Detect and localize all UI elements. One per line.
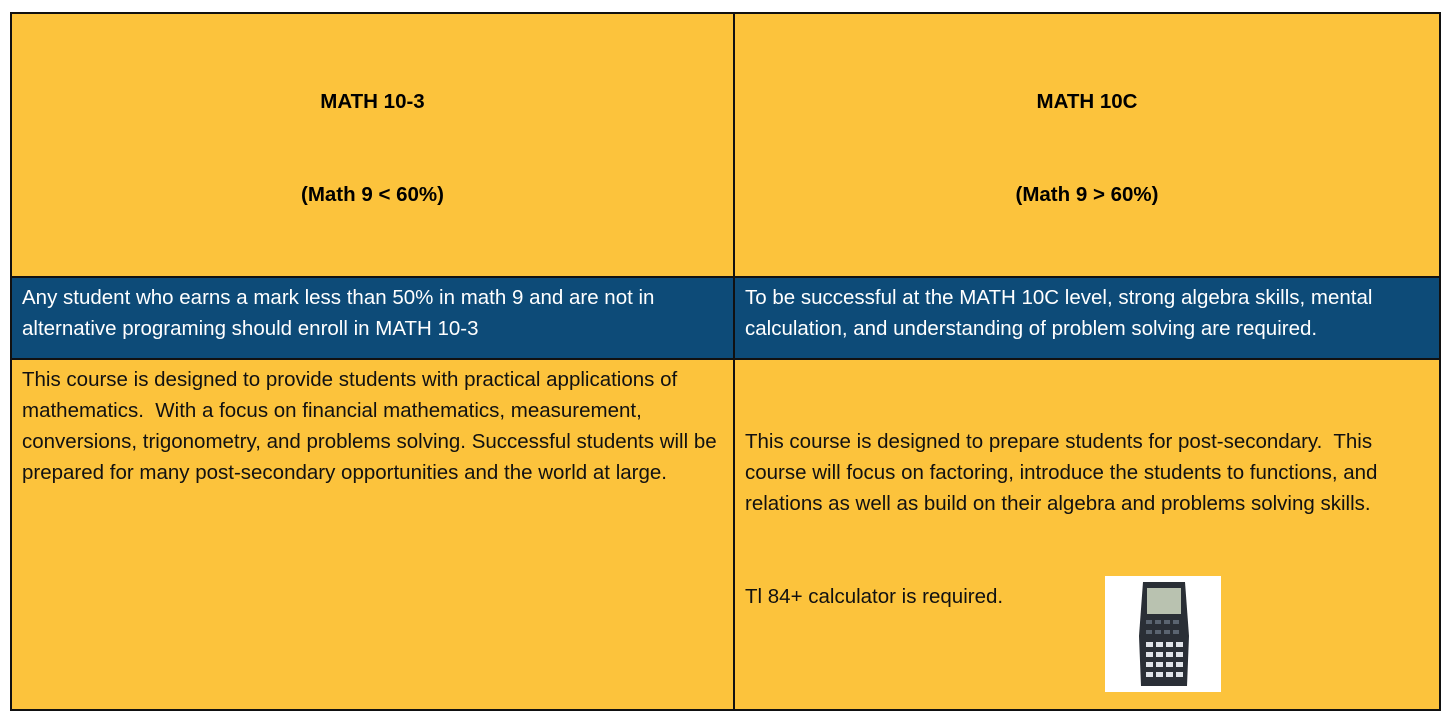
cell-note: Tl 84+ calculator is required. [745, 585, 1004, 608]
calculator-image [1105, 576, 1221, 692]
cell-text: To be successful at the MATH 10C level, … [745, 286, 1379, 340]
course-name: MATH 10C [1036, 90, 1138, 113]
cell-text: Any student who earns a mark less than 5… [22, 286, 661, 340]
description-cell: This course is designed to provide stude… [10, 358, 735, 711]
description-cell: This course is designed to prepare stude… [733, 358, 1441, 711]
course-prereq: (Math 9 > 60%) [1015, 183, 1159, 206]
course-table: MATH 10-3 (Math 9 < 60%) MATH 10C (Math … [10, 12, 1441, 711]
header-cell: MATH 10-3 (Math 9 < 60%) [10, 12, 735, 278]
description-row: This course is designed to provide stude… [10, 358, 1441, 711]
eligibility-cell: To be successful at the MATH 10C level, … [733, 276, 1441, 360]
eligibility-cell: Any student who earns a mark less than 5… [10, 276, 735, 360]
eligibility-row: Any student who earns a mark less than 5… [10, 276, 1441, 360]
cell-text: This course is designed to provide stude… [22, 368, 723, 484]
header-row: MATH 10-3 (Math 9 < 60%) MATH 10C (Math … [10, 12, 1441, 278]
course-prereq: (Math 9 < 60%) [301, 183, 444, 206]
header-cell: MATH 10C (Math 9 > 60%) [733, 12, 1441, 278]
page: MATH 10-3 (Math 9 < 60%) MATH 10C (Math … [10, 12, 1441, 711]
cell-text: This course is designed to prepare stude… [745, 430, 1384, 515]
course-name: MATH 10-3 [320, 90, 425, 113]
